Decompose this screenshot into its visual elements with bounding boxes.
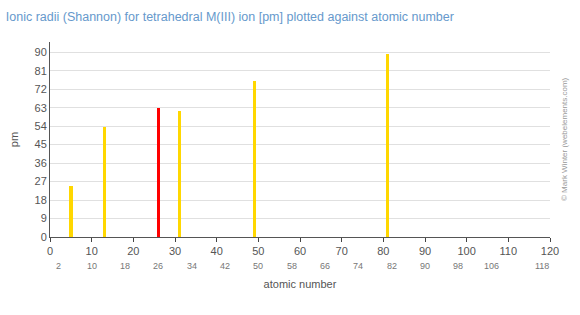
svg-text:118: 118: [535, 261, 549, 271]
svg-text:98: 98: [453, 261, 463, 271]
svg-text:© Mark Winter (webelements.com: © Mark Winter (webelements.com): [560, 77, 569, 201]
svg-text:90: 90: [35, 46, 47, 58]
svg-text:66: 66: [320, 261, 330, 271]
svg-text:80: 80: [377, 245, 389, 257]
svg-text:70: 70: [336, 245, 348, 257]
svg-text:18: 18: [35, 194, 47, 206]
svg-text:26: 26: [153, 261, 163, 271]
svg-text:54: 54: [35, 120, 47, 132]
svg-text:74: 74: [353, 261, 363, 271]
svg-text:20: 20: [127, 245, 139, 257]
svg-text:0: 0: [41, 231, 47, 243]
svg-text:pm: pm: [8, 132, 20, 147]
svg-text:82: 82: [387, 261, 397, 271]
svg-text:90: 90: [420, 261, 430, 271]
svg-text:100: 100: [457, 245, 475, 257]
svg-text:0: 0: [47, 245, 53, 257]
svg-text:106: 106: [484, 261, 499, 271]
svg-text:81: 81: [35, 65, 47, 77]
svg-text:40: 40: [211, 245, 223, 257]
svg-text:72: 72: [35, 83, 47, 95]
svg-text:18: 18: [120, 261, 130, 271]
svg-text:10: 10: [86, 245, 98, 257]
svg-text:50: 50: [252, 245, 264, 257]
svg-text:110: 110: [500, 245, 518, 257]
svg-text:9: 9: [41, 212, 47, 224]
svg-text:27: 27: [35, 175, 47, 187]
svg-text:60: 60: [294, 245, 306, 257]
svg-text:45: 45: [35, 138, 47, 150]
svg-text:50: 50: [253, 261, 263, 271]
svg-text:atomic number: atomic number: [264, 278, 337, 290]
svg-text:58: 58: [287, 261, 297, 271]
svg-text:Ionic radii (Shannon) for tetr: Ionic radii (Shannon) for tetrahedral M(…: [6, 10, 454, 24]
svg-text:2: 2: [56, 261, 61, 271]
svg-text:10: 10: [87, 261, 97, 271]
svg-text:120: 120: [541, 245, 559, 257]
svg-text:90: 90: [419, 245, 431, 257]
svg-text:34: 34: [187, 261, 197, 271]
svg-text:63: 63: [35, 102, 47, 114]
svg-text:36: 36: [35, 157, 47, 169]
svg-text:30: 30: [169, 245, 181, 257]
svg-text:42: 42: [220, 261, 230, 271]
